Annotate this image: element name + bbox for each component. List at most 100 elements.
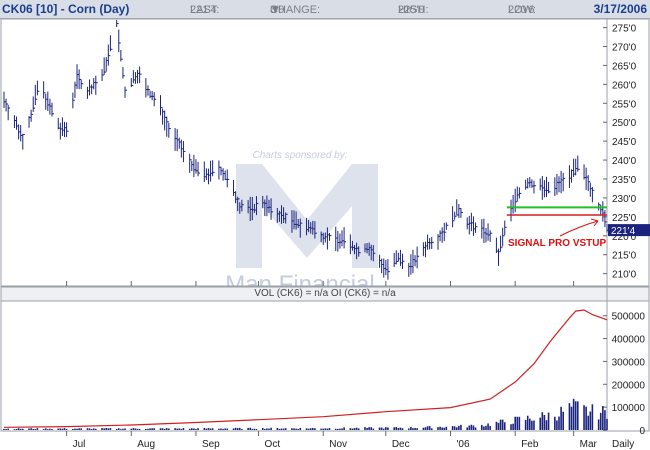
volume-bar — [49, 428, 51, 430]
volume-bar — [163, 428, 166, 430]
volume-bar — [558, 416, 560, 430]
volume-bar — [474, 427, 477, 430]
price-tick-label: 260'0 — [612, 80, 637, 91]
volume-bar — [458, 425, 460, 430]
volume-bar — [193, 428, 195, 430]
month-tick-label: Dec — [392, 439, 410, 450]
volume-bar — [124, 428, 126, 430]
volume-bar — [188, 428, 191, 430]
volume-bar — [165, 428, 168, 430]
month-tick-label: Oct — [265, 439, 281, 450]
x-axis-end-label: Daily — [612, 439, 634, 450]
volume-bar — [80, 428, 83, 430]
volume-bar — [247, 427, 249, 430]
volume-bar — [236, 428, 239, 430]
price-tick-label: 220'0 — [612, 232, 637, 243]
volume-bar — [574, 401, 577, 430]
volume-bar — [234, 427, 237, 430]
volume-bar — [161, 428, 164, 430]
price-tick-label: 255'0 — [612, 99, 637, 110]
volume-bar — [253, 428, 256, 430]
volume-bar — [455, 427, 458, 430]
price-tick-label: 270'0 — [612, 43, 637, 54]
volume-bar — [151, 428, 153, 430]
volume-bar — [503, 422, 506, 430]
volume-bar — [47, 429, 49, 430]
volume-bar — [276, 427, 279, 430]
volume-bar — [528, 418, 531, 430]
volume-bar — [280, 428, 283, 430]
volume-bar — [378, 427, 381, 430]
volume-bar — [241, 429, 243, 430]
volume-bar — [59, 428, 62, 430]
volume-bar — [174, 428, 176, 430]
volume-bar — [349, 428, 352, 430]
signal-overlay: 221'4 SIGNAL PRO VSTUP — [506, 206, 650, 249]
volume-bar — [249, 427, 252, 430]
volume-bar — [7, 428, 9, 430]
volume-bar — [334, 428, 337, 430]
volume-bar — [324, 428, 327, 430]
volume-tick-label: 300000 — [612, 357, 646, 368]
volume-bar — [130, 428, 133, 430]
volume-bar — [526, 415, 529, 430]
volume-bar — [220, 428, 222, 430]
volume-bar — [368, 427, 370, 430]
price-tick-label: 265'0 — [612, 61, 637, 72]
volume-bar — [63, 428, 66, 430]
volume-bar — [385, 427, 387, 430]
volume-bar — [226, 428, 229, 430]
volume-bar — [541, 412, 544, 430]
volume-bar — [599, 412, 602, 430]
volume-bar — [533, 420, 535, 430]
volume-bar — [393, 427, 395, 430]
volume-bar — [17, 428, 20, 430]
volume-bar — [270, 427, 272, 430]
volume-bar — [197, 428, 199, 430]
volume-bar — [105, 428, 108, 430]
volume-bar — [149, 428, 151, 430]
volume-bar — [190, 428, 193, 430]
volume-bar — [205, 428, 208, 430]
volume-bar — [501, 419, 504, 430]
volume-panel-header: VOL (CK6) = n/a OI (CK6) = n/a — [254, 288, 396, 299]
volume-bar — [428, 426, 431, 430]
volume-bar — [44, 428, 47, 430]
volume-bar — [51, 429, 53, 430]
volume-bar — [514, 416, 516, 430]
volume-bar — [34, 429, 37, 430]
volume-bar — [487, 423, 489, 430]
volume-bar — [88, 428, 91, 430]
volume-bar — [159, 428, 162, 430]
volume-bar — [357, 428, 360, 430]
volume-bar — [297, 428, 299, 430]
volume-bar — [5, 428, 7, 430]
volume-bar — [15, 428, 18, 430]
volume-bar — [426, 426, 429, 430]
chart-date: 3/17/2006 — [593, 2, 647, 16]
volume-bar — [153, 428, 156, 430]
volume-bar — [380, 427, 383, 430]
volume-bar — [355, 427, 358, 430]
volume-bar — [341, 428, 343, 430]
volume-bar — [343, 427, 345, 430]
volume-bar — [554, 416, 556, 430]
volume-bar — [138, 428, 141, 430]
volume-bar — [42, 429, 45, 430]
watermark-logo — [236, 164, 378, 268]
volume-bar — [543, 414, 546, 430]
volume-bar — [295, 428, 297, 430]
volume-bar — [309, 428, 312, 430]
volume-bar — [305, 428, 308, 430]
volume-bar — [570, 406, 573, 430]
volume-bar — [547, 412, 550, 430]
volume-bar — [28, 428, 30, 430]
volume-bar — [410, 426, 412, 430]
volume-bar — [576, 401, 579, 430]
volume-bar — [604, 410, 606, 430]
signal-arrow-head — [590, 218, 599, 227]
volume-bar — [364, 427, 366, 430]
volume-bar — [460, 424, 462, 430]
volume-bar — [556, 420, 558, 430]
volume-bar — [591, 404, 594, 430]
